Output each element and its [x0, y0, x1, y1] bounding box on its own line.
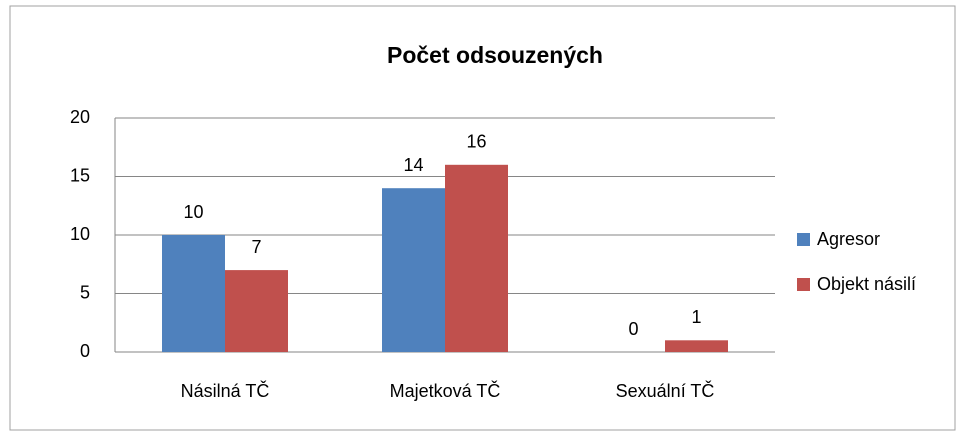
bar	[382, 188, 445, 352]
y-tick-label: 20	[70, 107, 90, 127]
x-tick-label: Násilná TČ	[181, 380, 270, 401]
bar	[225, 270, 288, 352]
data-label: 14	[403, 155, 423, 175]
y-tick-label: 15	[70, 165, 90, 185]
legend-label: Agresor	[817, 229, 880, 249]
data-label: 0	[628, 319, 638, 339]
data-label: 16	[466, 132, 486, 152]
y-tick-label: 0	[80, 341, 90, 361]
x-tick-label: Sexuální TČ	[616, 380, 715, 401]
legend-swatch	[797, 233, 810, 246]
legend-swatch	[797, 278, 810, 291]
bar	[665, 340, 728, 352]
data-label: 10	[183, 202, 203, 222]
bar	[445, 164, 508, 352]
data-label: 1	[691, 307, 701, 327]
chart-title: Počet odsouzených	[387, 42, 603, 68]
bar	[162, 235, 225, 352]
legend-label: Objekt násilí	[817, 274, 916, 294]
x-tick-label: Majetková TČ	[390, 380, 501, 401]
y-tick-label: 5	[80, 282, 90, 302]
data-label: 7	[251, 237, 261, 257]
y-tick-label: 10	[70, 224, 90, 244]
